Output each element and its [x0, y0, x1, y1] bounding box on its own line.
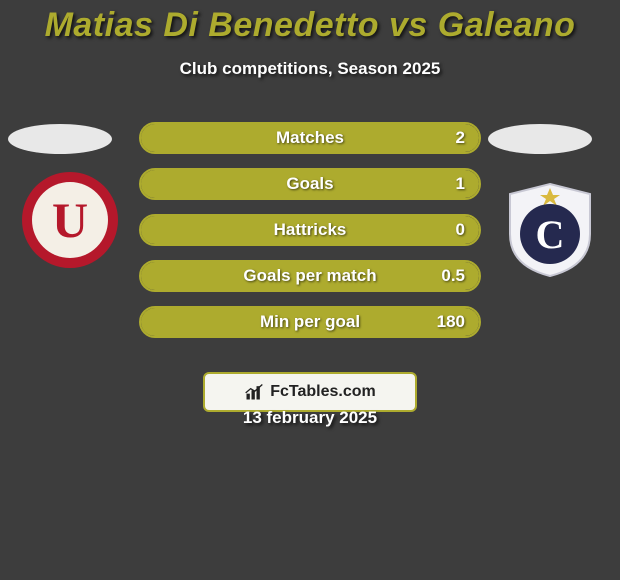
chart-bars-icon [244, 382, 264, 402]
stat-value-right: 0 [456, 220, 465, 240]
stats-list: Matches 2 Goals 1 Hattricks 0 Goals per match 0… [0, 122, 620, 352]
stat-label: Hattricks [274, 220, 347, 240]
stat-row: Min per goal 180 [139, 306, 481, 338]
stat-row: Hattricks 0 [139, 214, 481, 246]
comparison-title: Matias Di Benedetto vs Galeano [0, 0, 620, 45]
stat-row: Goals 1 [139, 168, 481, 200]
stat-label: Goals [286, 174, 333, 194]
stat-row: Goals per match 0.5 [139, 260, 481, 292]
fctables-text: FcTables.com [270, 383, 376, 401]
stat-value-right: 180 [437, 312, 465, 332]
stat-label: Min per goal [260, 312, 360, 332]
stat-value-right: 2 [456, 128, 465, 148]
stat-value-right: 1 [456, 174, 465, 194]
stat-label: Matches [276, 128, 344, 148]
stat-value-right: 0.5 [441, 266, 465, 286]
stat-label: Goals per match [243, 266, 376, 286]
comparison-infographic: { "layout": { "canvas": { "w": 620, "h":… [0, 0, 620, 580]
fctables-badge: FcTables.com [203, 372, 417, 412]
comparison-subtitle: Club competitions, Season 2025 [0, 59, 620, 79]
comparison-date: 13 february 2025 [0, 408, 620, 428]
stat-row: Matches 2 [139, 122, 481, 154]
